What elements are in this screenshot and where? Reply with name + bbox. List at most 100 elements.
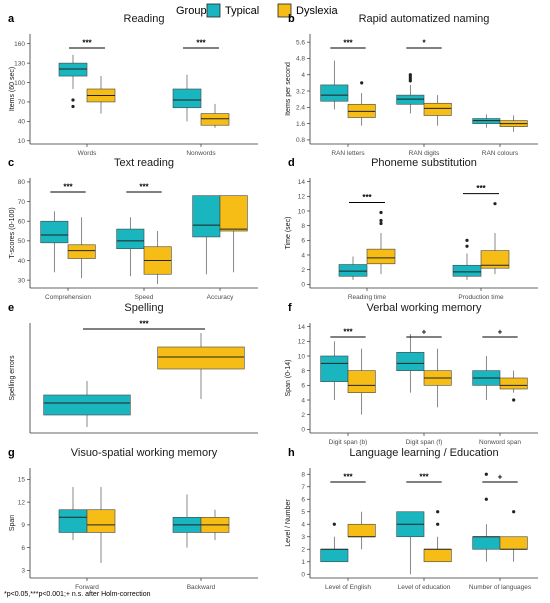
y-tick-label: 4.8	[296, 56, 305, 63]
box-iqr	[219, 195, 248, 232]
box-iqr	[347, 523, 376, 538]
box-typical-1	[396, 73, 425, 114]
panel-title: Verbal working memory	[367, 302, 482, 314]
box-iqr	[320, 548, 349, 563]
panel-title: Phoneme substitution	[371, 157, 477, 169]
y-axis-label: Items per second	[285, 62, 292, 116]
box-typical-1	[396, 511, 425, 575]
x-tick-label: Digit span (b)	[329, 439, 368, 446]
y-axis-label: Level / Number	[285, 499, 292, 547]
box-dyslexia-0	[86, 486, 116, 563]
box-typical-0	[320, 522, 349, 563]
legend-label-typical: Typical	[225, 5, 259, 17]
box-iqr	[40, 220, 69, 244]
x-tick-label: Backward	[187, 584, 216, 591]
y-tick-label: 12	[18, 499, 26, 506]
y-axis-label: Span	[9, 515, 16, 531]
y-axis-label: Time (sec)	[285, 217, 292, 250]
box-iqr	[423, 102, 452, 116]
panel-title: Reading	[124, 13, 165, 25]
panel-letter: g	[8, 447, 15, 459]
box-dyslexia-0	[366, 210, 396, 275]
y-tick-label: 10	[298, 353, 306, 360]
outlier-point	[332, 522, 336, 526]
significance-label: ***	[196, 39, 206, 48]
panel-letter: b	[288, 13, 295, 25]
box-dyslexia-2	[499, 115, 528, 132]
panel-a: a Reading 10 40 70 100 130 160 Items (60 sec) Wor…	[8, 13, 258, 157]
panel-letter: c	[8, 157, 14, 169]
box-dyslexia-1	[143, 231, 172, 285]
y-tick-label: 14	[298, 179, 306, 186]
y-tick-label: 7	[301, 484, 305, 491]
y-tick-label: 4	[301, 397, 305, 404]
y-tick-label: 1	[301, 559, 305, 566]
x-tick-label: Digit span (f)	[406, 439, 443, 446]
box-dyslexia-2	[499, 510, 528, 562]
y-tick-label: 4	[301, 522, 305, 529]
box-dyslexia-1	[423, 95, 452, 126]
significance-label: ***	[343, 473, 353, 482]
x-tick-label: Speed	[135, 294, 154, 301]
outlier-point	[379, 210, 383, 215]
outlier-point	[484, 497, 488, 501]
y-tick-label: 0	[301, 282, 305, 289]
x-tick-label: Comprehension	[45, 294, 91, 301]
y-tick-label: 1.6	[296, 121, 305, 128]
y-tick-label: 9	[21, 522, 25, 529]
y-tick-label: 60	[18, 219, 26, 226]
y-tick-label: 0	[301, 572, 305, 579]
outlier-point	[484, 472, 488, 476]
y-tick-label: 8	[301, 223, 305, 230]
y-tick-label: 0	[301, 427, 305, 434]
box-iqr	[200, 113, 230, 126]
box-typical-2	[192, 195, 221, 275]
significance-label: ***	[63, 183, 73, 192]
box-typical-1	[452, 238, 482, 280]
panel-e: e Spelling Spelling errors ***	[8, 302, 258, 434]
y-tick-label: 4	[301, 72, 305, 79]
y-tick-label: 10	[18, 138, 26, 145]
y-tick-label: 2	[301, 267, 305, 274]
box-typical-0	[320, 60, 349, 110]
panel-h: h Language learning / Education 0 1 2 3 4 5 6 7 8 L…	[285, 447, 538, 591]
panel-b: b Rapid automatized naming 0.8 1.6 2.4 3.2 4 4.…	[285, 13, 538, 157]
significance-label: +	[498, 328, 503, 337]
x-tick-label: Reading time	[348, 294, 387, 301]
significance-label: *	[422, 39, 426, 48]
box-dyslexia-0	[157, 333, 245, 399]
outlier-point	[71, 98, 75, 102]
y-tick-label: 40	[18, 258, 26, 265]
box-typical-2	[472, 472, 501, 562]
panel-title: Text reading	[114, 157, 174, 169]
box-iqr	[320, 84, 349, 102]
box-iqr	[157, 346, 245, 370]
panel-title: Rapid automatized naming	[359, 13, 490, 25]
panel-d: d Phoneme substitution 0 2 4 6 8 10 12 14 Time (se…	[285, 157, 538, 301]
y-tick-label: 100	[14, 80, 25, 87]
box-dyslexia-2	[219, 195, 248, 273]
box-iqr	[366, 248, 396, 265]
box-dyslexia-1	[200, 509, 230, 541]
x-tick-label: RAN digits	[409, 150, 440, 157]
significance-label: ***	[139, 320, 149, 329]
box-iqr	[396, 352, 425, 371]
legend-label-dyslexia: Dyslexia	[296, 5, 338, 17]
y-tick-label: 5.6	[296, 39, 305, 46]
y-tick-label: 2	[301, 547, 305, 554]
significance-label: ***	[362, 193, 372, 202]
x-tick-label: RAN colours	[482, 150, 519, 157]
y-tick-label: 12	[298, 339, 306, 346]
box-typical-2	[472, 114, 501, 128]
box-dyslexia-1	[200, 103, 230, 128]
box-dyslexia-1	[423, 348, 452, 408]
y-tick-label: 6	[21, 545, 25, 552]
y-tick-label: 0.8	[296, 137, 305, 144]
box-iqr	[499, 377, 528, 390]
significance-label: ***	[82, 39, 92, 48]
y-tick-label: 3	[301, 534, 305, 541]
box-dyslexia-1	[480, 202, 510, 275]
y-tick-label: 6	[301, 238, 305, 245]
y-tick-label: 8	[301, 368, 305, 375]
